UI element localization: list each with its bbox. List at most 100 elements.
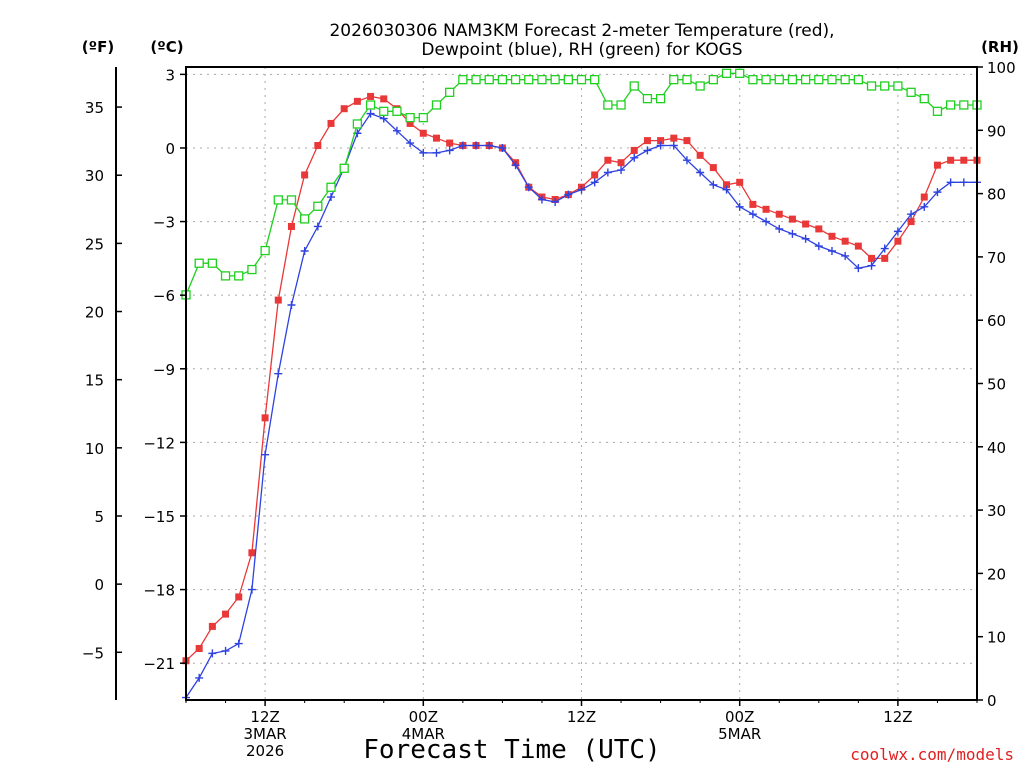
rh-point — [748, 75, 758, 85]
rh-point — [392, 106, 402, 116]
dewpoint-point — [841, 251, 850, 260]
celsius-tick-label: −15 — [143, 508, 175, 526]
dewpoint-point — [867, 261, 876, 270]
rh-point — [510, 75, 521, 85]
2-meter-temperature-point — [643, 137, 651, 145]
2-meter-temperature-point — [683, 137, 691, 145]
2-meter-temperature-point — [894, 237, 902, 245]
chart-title-line-2: Dewpoint (blue), RH (green) for KOGS — [421, 40, 742, 60]
2-meter-temperature-point — [696, 151, 704, 159]
rh-point — [655, 94, 666, 104]
dewpoint-point — [445, 146, 454, 155]
rh-point — [286, 195, 297, 205]
2-meter-temperature-point — [406, 119, 414, 127]
dewpoint-point — [195, 673, 204, 682]
dewpoint-point — [656, 141, 665, 150]
dewpoint-series — [182, 109, 981, 702]
rh-point — [708, 75, 718, 85]
rh-point — [840, 75, 850, 85]
rh-point — [616, 100, 626, 110]
2-meter-temperature-point — [419, 129, 427, 137]
2-meter-temperature-point — [841, 237, 849, 245]
rh-point — [827, 75, 837, 85]
rh-tick-label: 0 — [987, 692, 997, 710]
time-tick-label: 12Z — [883, 708, 912, 726]
dewpoint-point — [920, 202, 929, 211]
celsius-tick-label: 0 — [165, 140, 175, 158]
rh-point — [880, 81, 890, 91]
2-meter-temperature-point — [380, 95, 388, 103]
rh-point — [379, 106, 389, 116]
dewpoint-point — [234, 639, 243, 648]
dewpoint-point — [669, 141, 678, 150]
time-tick-label: 5MAR — [718, 725, 761, 743]
rh-point — [471, 75, 481, 85]
fahrenheit-tick-label: 30 — [85, 167, 104, 185]
2-meter-temperature-point — [287, 222, 295, 230]
dewpoint-point — [682, 156, 691, 165]
2-meter-temperature-point — [709, 164, 717, 172]
rh-tick-label: 20 — [987, 565, 1006, 583]
celsius-tick-label: −21 — [143, 655, 175, 673]
rh-tick-label: 70 — [987, 249, 1006, 267]
rh-point — [682, 75, 692, 85]
2-meter-temperature-point — [261, 414, 269, 422]
dewpoint-point — [221, 646, 230, 655]
rh-tick-label: 40 — [987, 439, 1006, 457]
dewpoint-point — [603, 168, 612, 177]
dewpoint-point — [735, 202, 744, 211]
dewpoint-point — [458, 141, 467, 150]
2-meter-temperature-point — [340, 105, 348, 113]
dewpoint-point — [696, 168, 705, 177]
rh-point — [418, 112, 428, 123]
dewpoint-point — [933, 188, 942, 197]
rh-point — [194, 258, 204, 268]
2-meter-temperature-point — [657, 137, 665, 145]
2-meter-temperature-point — [367, 92, 375, 100]
rh-point — [220, 271, 231, 281]
2-meter-temperature-point — [670, 134, 678, 142]
2-meter-temperature-point — [762, 205, 770, 213]
rh-point — [893, 81, 903, 91]
rh-point — [629, 81, 639, 91]
rh-point — [445, 87, 455, 97]
dewpoint-point — [577, 185, 586, 194]
rh-point — [814, 75, 824, 85]
celsius-tick-label: −6 — [153, 287, 175, 305]
grid-layer — [186, 67, 977, 700]
fahrenheit-tick-label: 5 — [94, 508, 104, 526]
time-tick-label: 2026 — [246, 742, 284, 760]
2-meter-temperature-point — [630, 146, 638, 154]
rh-unit-label: (RH) — [981, 38, 1019, 56]
2-meter-temperature-line — [185, 95, 977, 662]
rh-point — [273, 195, 283, 205]
rh-point — [524, 75, 534, 85]
rh-point — [603, 100, 613, 110]
dewpoint-point — [511, 161, 520, 170]
dewpoint-point — [801, 234, 810, 243]
dewpoint-point — [722, 185, 731, 194]
rh-point — [774, 75, 784, 85]
2-meter-temperature-point — [222, 610, 230, 618]
rh-point — [299, 214, 310, 224]
time-tick-label: 3MAR — [244, 725, 287, 743]
dewpoint-point — [775, 224, 784, 233]
axis-layer — [115, 66, 978, 701]
dewpoint-point — [959, 178, 968, 187]
dewpoint-point — [208, 649, 217, 658]
2-meter-temperature-point — [815, 225, 823, 233]
dewpoint-point — [327, 193, 336, 202]
rh-tick-label: 30 — [987, 502, 1006, 520]
rh-point — [431, 100, 442, 110]
rh-point — [207, 258, 218, 268]
rh-point — [735, 68, 745, 78]
dewpoint-point — [788, 229, 797, 238]
2-meter-temperature-point — [749, 200, 757, 208]
dewpoint-point — [432, 148, 441, 157]
fahrenheit-tick-label: 15 — [85, 372, 104, 390]
dewpoint-point — [564, 190, 573, 199]
dewpoint-point — [406, 139, 415, 148]
dewpoint-point — [392, 126, 401, 135]
dewpoint-point — [907, 210, 916, 219]
